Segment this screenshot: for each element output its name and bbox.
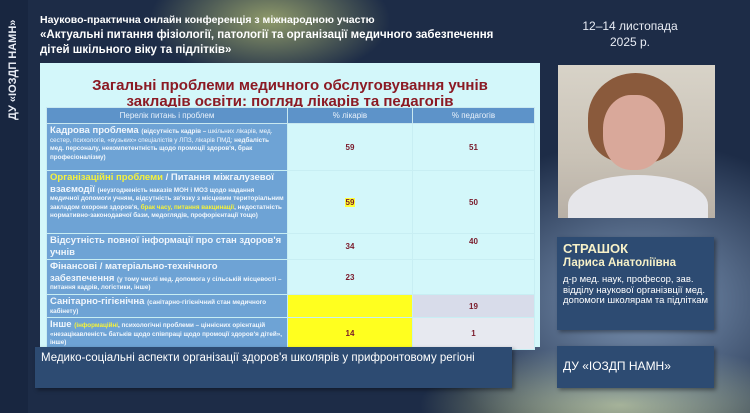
speaker-card: СТРАШОК Лариса Анатоліївна д-р мед. наук… bbox=[557, 237, 714, 330]
doctors-percent-cell: 59 bbox=[287, 170, 413, 234]
issue-text-segment: Санітарно-гігієнічна bbox=[50, 295, 148, 307]
issue-text-segment: (відсутність кадрів – bbox=[141, 128, 209, 135]
teachers-percent-value: 19 bbox=[469, 301, 478, 311]
issue-text-segment: брак часу, питання вакцинації bbox=[140, 203, 235, 211]
doctors-percent-value: 59 bbox=[344, 197, 356, 207]
issue-text-segment: Інше bbox=[50, 319, 75, 331]
title-line2: закладів освіти: погляд лікарів та педаг… bbox=[126, 93, 454, 110]
issue-cell: Відсутність повної інформації про стан з… bbox=[46, 232, 288, 261]
teachers-percent-cell: 50 bbox=[412, 170, 535, 234]
issue-text-segment: (інформаційні bbox=[74, 322, 119, 330]
issue-text-segment: (неузгодженість наказів МОН і МОЗ щодо н… bbox=[50, 186, 284, 211]
teachers-percent-cell bbox=[412, 259, 535, 295]
doctors-percent-cell: 59 bbox=[287, 123, 413, 171]
issue-text-segment: Відсутність повної інформації про стан з… bbox=[50, 235, 282, 258]
issue-text-segment: Кадрова проблема bbox=[50, 125, 142, 136]
issue-text-segment: (у тому числі мед. допомога у сільській … bbox=[50, 275, 282, 292]
survey-table: Перелік питань і проблем % лікарів % пед… bbox=[46, 107, 535, 350]
teachers-percent-value: 1 bbox=[471, 329, 476, 339]
issue-text-segment: / Питання міжгалузевої взаємодії bbox=[50, 172, 274, 195]
teachers-percent-value: 40 bbox=[469, 237, 478, 246]
table-row: Фінансові / матеріально-технічного забез… bbox=[46, 259, 535, 295]
issue-text-segment: Організаційні проблеми bbox=[50, 172, 163, 183]
table-row: Відсутність повної інформації про стан з… bbox=[46, 232, 535, 261]
date-line2: 2025 р. bbox=[609, 35, 651, 49]
teachers-percent-cell: 1 bbox=[412, 317, 535, 350]
doctors-percent-cell bbox=[287, 293, 413, 319]
organization-card: ДУ «ІОЗДП НАМН» bbox=[557, 346, 714, 388]
org-vertical-label: ДУ «ІОЗДП НАМН» bbox=[7, 19, 19, 120]
title-line1: Загальні проблеми медичного обслуговуван… bbox=[92, 77, 488, 94]
conference-header: Науково-практична онлайн конференція з м… bbox=[40, 13, 493, 58]
doctors-percent-value: 59 bbox=[345, 142, 355, 152]
sidebar-strip: ДУ «ІОЗДП НАМН» bbox=[0, 0, 28, 413]
issue-text-segment: недбалість мед. персоналу, некомпетентні… bbox=[50, 136, 270, 161]
issue-text-segment: , психологічні проблеми – ціннісних оріє… bbox=[50, 322, 282, 347]
col-header-teachers: % педагогів bbox=[412, 107, 535, 124]
talk-caption: Медико-соціальні аспекти організації здо… bbox=[35, 347, 512, 388]
doctors-percent-value: 34 bbox=[345, 242, 355, 252]
teachers-percent-value: 51 bbox=[469, 142, 478, 152]
speaker-webcam bbox=[558, 65, 715, 218]
issue-text-segment: (санітарно-гігієнічний стан медичного ка… bbox=[50, 298, 267, 315]
speaker-position: д-р мед. наук, професор, зав. відділу на… bbox=[563, 274, 709, 306]
table-row: Санітарно-гігієнічна (санітарно-гігієніч… bbox=[46, 293, 535, 319]
date-line1: 12–14 листопада bbox=[582, 19, 678, 33]
table-row: Інше (інформаційні, психологічні проблем… bbox=[46, 317, 535, 350]
teachers-percent-value: 50 bbox=[469, 197, 478, 207]
teachers-percent-cell: 40 bbox=[412, 232, 535, 261]
header-line1: Науково-практична онлайн конференція з м… bbox=[40, 14, 375, 26]
teachers-percent-cell: 51 bbox=[412, 123, 535, 171]
table-row: Організаційні проблеми / Питання міжгалу… bbox=[46, 170, 535, 234]
doctors-percent-cell: 34 bbox=[287, 232, 413, 261]
doctors-percent-cell: 23 bbox=[287, 259, 413, 295]
issue-cell: Санітарно-гігієнічна (санітарно-гігієніч… bbox=[46, 293, 288, 319]
header-line3: дітей шкільного віку та підлітків» bbox=[40, 44, 232, 56]
presentation-slide: Загальні проблеми медичного обслуговуван… bbox=[40, 63, 540, 350]
doctors-percent-cell: 14 bbox=[287, 317, 413, 350]
speaker-name: Лариса Анатоліївна bbox=[563, 257, 676, 269]
issue-text-segment: , недостатність нормативно-законодавчої … bbox=[50, 203, 282, 220]
teachers-percent-cell: 19 bbox=[412, 293, 535, 319]
doctors-percent-value: 23 bbox=[345, 272, 355, 282]
issue-text-segment: шкільних лікарів, мед. сестер, психологі… bbox=[50, 128, 273, 144]
col-header-doctors: % лікарів bbox=[287, 107, 413, 124]
speaker-surname: СТРАШОК bbox=[563, 241, 629, 256]
issue-cell: Організаційні проблеми / Питання міжгалу… bbox=[46, 170, 288, 234]
issue-cell: Кадрова проблема (відсутність кадрів – ш… bbox=[46, 123, 288, 171]
issue-cell: Інше (інформаційні, психологічні проблем… bbox=[46, 317, 288, 350]
header-line2: «Актуальні питання фізіології, патології… bbox=[40, 29, 494, 41]
conference-date: 12–14 листопада 2025 р. bbox=[570, 18, 690, 50]
table-row: Кадрова проблема (відсутність кадрів – ш… bbox=[46, 123, 535, 171]
issue-cell: Фінансові / матеріально-технічного забез… bbox=[46, 259, 288, 295]
col-header-issues: Перелік питань і проблем bbox=[46, 107, 288, 124]
slide-title: Загальні проблеми медичного обслуговуван… bbox=[40, 78, 540, 110]
doctors-percent-value: 14 bbox=[345, 329, 355, 339]
issue-text-segment: Фінансові / матеріально-технічного забез… bbox=[50, 261, 218, 284]
